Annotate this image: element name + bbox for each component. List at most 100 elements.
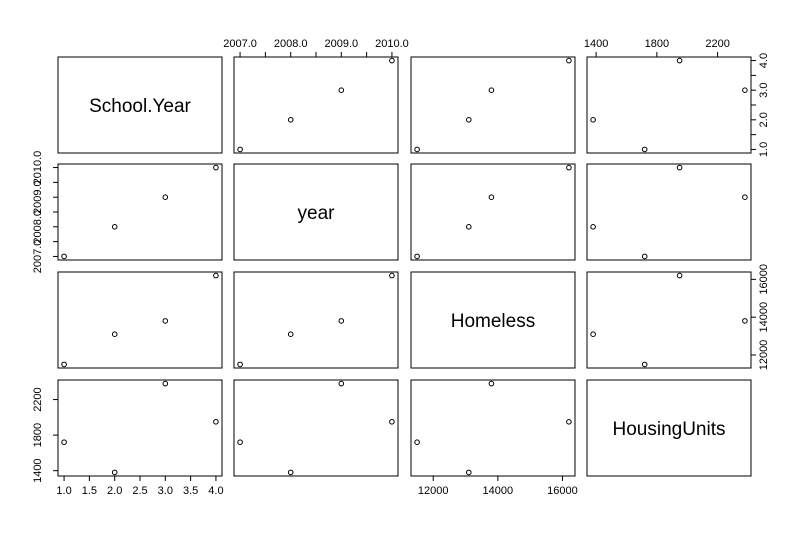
tick-label-bottom-homeless-2: 16000 <box>547 485 578 497</box>
tick-label-top-housingunits-0: 1400 <box>584 38 608 50</box>
data-point-year-vs-homeless-3 <box>566 164 572 171</box>
tick-label-left-housingunits-1: 1800 <box>32 423 44 447</box>
panel-frame-homeless-year <box>233 271 399 369</box>
tick-label-top-year-2: 2008.0 <box>274 38 308 50</box>
data-point-year-vs-housingunits-1 <box>590 224 596 230</box>
panel-frame-school-year-school-year <box>57 56 223 154</box>
data-point-year-vs-housingunits-2 <box>742 194 748 200</box>
data-point-year-vs-school-year-3 <box>213 164 219 171</box>
data-point-year-vs-homeless-2 <box>488 194 495 200</box>
panel-frame-housingunits-school-year <box>57 379 223 477</box>
data-point-school-year-vs-year-0 <box>237 146 243 153</box>
data-point-homeless-vs-housingunits-0 <box>641 361 648 368</box>
data-point-year-vs-school-year-1 <box>111 224 118 230</box>
data-point-housingunits-vs-homeless-2 <box>488 380 495 387</box>
tick-label-right-homeless-0: 12000 <box>758 340 770 371</box>
data-point-year-vs-housingunits-3 <box>676 164 683 171</box>
data-point-housingunits-vs-year-2 <box>338 380 345 387</box>
tick-label-right-school-year-4: 3.0 <box>758 83 770 98</box>
data-point-housingunits-vs-homeless-3 <box>566 419 572 425</box>
tick-label-left-year-6: 2010.0 <box>32 151 44 185</box>
panel-frame-year-school-year <box>57 163 223 261</box>
data-point-year-vs-school-year-0 <box>61 253 67 260</box>
tick-label-bottom-homeless-0: 12000 <box>418 485 449 497</box>
data-point-homeless-vs-year-3 <box>389 272 395 279</box>
data-point-school-year-vs-housingunits-2 <box>742 87 748 93</box>
data-point-housingunits-vs-homeless-0 <box>414 439 420 446</box>
data-point-homeless-vs-school-year-1 <box>111 331 118 338</box>
tick-label-right-homeless-2: 16000 <box>758 264 770 295</box>
tick-label-top-housingunits-2: 2200 <box>705 38 729 50</box>
data-point-school-year-vs-housingunits-1 <box>590 117 596 123</box>
panel-frame-year-homeless <box>410 163 576 261</box>
panel-frame-housingunits-year <box>233 379 399 477</box>
tick-label-bottom-school-year-5: 3.5 <box>183 485 198 497</box>
panel-frame-housingunits-housingunits <box>586 379 752 477</box>
diagonal-label-year: year <box>298 203 336 224</box>
tick-label-bottom-school-year-1: 1.5 <box>82 485 97 497</box>
diagonal-label-homeless: Homeless <box>451 311 535 332</box>
data-point-school-year-vs-housingunits-3 <box>676 57 683 64</box>
data-point-housingunits-vs-school-year-3 <box>213 419 219 425</box>
panel-frame-school-year-homeless <box>410 56 576 154</box>
diagonal-label-school-year: School.Year <box>89 96 191 117</box>
data-point-homeless-vs-year-2 <box>338 318 345 324</box>
tick-label-left-year-2: 2008.0 <box>32 210 44 244</box>
data-point-homeless-vs-school-year-2 <box>162 318 169 324</box>
data-point-school-year-vs-year-1 <box>287 117 294 123</box>
tick-label-left-housingunits-0: 1400 <box>32 458 44 482</box>
tick-label-left-year-4: 2009.0 <box>32 180 44 214</box>
data-point-school-year-vs-year-3 <box>389 57 395 64</box>
tick-label-right-school-year-2: 2.0 <box>758 112 770 127</box>
panel-frame-homeless-homeless <box>410 271 576 369</box>
data-point-school-year-vs-year-2 <box>338 87 345 93</box>
tick-label-bottom-school-year-4: 3.0 <box>158 485 173 497</box>
data-point-housingunits-vs-school-year-0 <box>61 439 67 446</box>
data-point-school-year-vs-homeless-1 <box>466 117 472 123</box>
panel-frame-school-year-year <box>233 56 399 154</box>
tick-label-right-school-year-6: 4.0 <box>758 53 770 68</box>
tick-label-bottom-school-year-6: 4.0 <box>208 485 223 497</box>
tick-label-top-housingunits-1: 1800 <box>645 38 669 50</box>
tick-label-bottom-homeless-1: 14000 <box>483 485 514 497</box>
data-point-homeless-vs-school-year-3 <box>213 272 219 279</box>
data-point-school-year-vs-housingunits-0 <box>641 146 648 153</box>
data-point-homeless-vs-housingunits-1 <box>590 331 596 338</box>
panel-frame-homeless-school-year <box>57 271 223 369</box>
panel-frame-year-year <box>233 163 399 261</box>
panel-frame-homeless-housingunits <box>586 271 752 369</box>
tick-label-left-year-0: 2007.0 <box>32 240 44 274</box>
data-point-school-year-vs-homeless-3 <box>566 57 572 64</box>
tick-label-top-year-6: 2010.0 <box>375 38 409 50</box>
data-point-school-year-vs-homeless-2 <box>488 87 495 93</box>
data-point-year-vs-school-year-2 <box>162 194 169 200</box>
data-point-housingunits-vs-homeless-1 <box>466 469 472 476</box>
data-point-homeless-vs-housingunits-3 <box>676 272 683 279</box>
data-point-year-vs-housingunits-0 <box>641 253 648 260</box>
panel-frame-housingunits-homeless <box>410 379 576 477</box>
data-point-school-year-vs-homeless-0 <box>414 146 420 153</box>
data-point-homeless-vs-housingunits-2 <box>742 318 748 324</box>
tick-label-top-year-4: 2009.0 <box>324 38 358 50</box>
tick-label-left-housingunits-2: 2200 <box>32 387 44 411</box>
data-point-housingunits-vs-school-year-2 <box>162 380 169 387</box>
data-point-housingunits-vs-year-1 <box>287 469 294 476</box>
tick-label-top-year-0: 2007.0 <box>223 38 257 50</box>
tick-label-right-school-year-0: 1.0 <box>758 142 770 157</box>
data-point-housingunits-vs-year-0 <box>237 439 243 446</box>
tick-label-right-homeless-1: 14000 <box>758 302 770 333</box>
data-point-housingunits-vs-school-year-1 <box>111 469 118 476</box>
data-point-year-vs-homeless-0 <box>414 253 420 260</box>
data-point-year-vs-homeless-1 <box>466 224 472 230</box>
tick-label-bottom-school-year-2: 2.0 <box>107 485 122 497</box>
tick-label-bottom-school-year-3: 2.5 <box>132 485 147 497</box>
diagonal-label-housingunits: HousingUnits <box>613 419 726 440</box>
tick-label-bottom-school-year-0: 1.0 <box>56 485 71 497</box>
data-point-homeless-vs-year-1 <box>287 331 294 338</box>
data-point-homeless-vs-year-0 <box>237 361 243 368</box>
data-point-housingunits-vs-year-3 <box>389 419 395 425</box>
panel-frame-school-year-housingunits <box>586 56 752 154</box>
panel-frame-year-housingunits <box>586 163 752 261</box>
data-point-homeless-vs-school-year-0 <box>61 361 67 368</box>
